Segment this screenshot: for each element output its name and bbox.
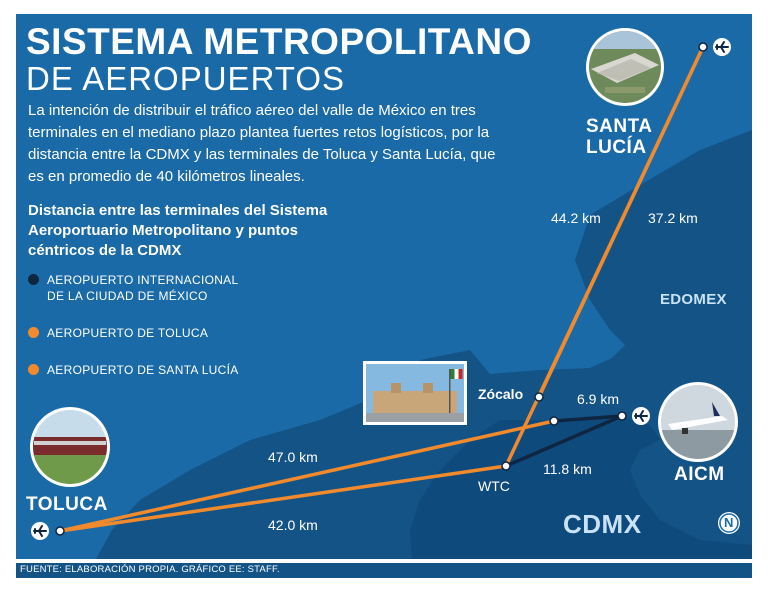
label-toluca: TOLUCA — [26, 494, 108, 515]
compass-icon — [718, 512, 740, 534]
legend-dot-toluca — [28, 327, 39, 338]
source-note: FUENTE: ELABORACIÓN PROPIA. GRÁFICO EE: … — [20, 564, 280, 575]
intro-paragraph: La intención de distribuir el tráfico aé… — [28, 102, 496, 185]
legend-dot-aicm — [28, 274, 39, 285]
legend-label-aicm: AEROPUERTO INTERNACIONAL DE LA CIUDAD DE… — [47, 273, 239, 303]
route-toluca-zocalo — [59, 419, 555, 533]
label-edomex: EDOMEX — [660, 291, 727, 308]
zocalo-route-end — [549, 416, 559, 426]
legend-label-toluca: AEROPUERTO DE TOLUCA — [47, 326, 209, 340]
cdmx-region — [410, 418, 752, 559]
distance-toluca-zocalo: 47.0 km — [268, 449, 318, 465]
distance-aicm-zocalo: 6.9 km — [577, 391, 620, 407]
aicm-photo — [658, 382, 738, 462]
legend-item-toluca: AEROPUERTO DE TOLUCA — [28, 325, 208, 341]
legend-dot-santa-lucia — [28, 364, 39, 375]
distance-santa-lucia-wtc: 37.2 km — [648, 210, 698, 226]
route-toluca-wtc — [59, 464, 507, 533]
route-aicm-zocalo — [553, 414, 623, 423]
airplane-icon-santa-lucia — [713, 38, 731, 56]
label-wtc: WTC — [478, 478, 510, 494]
wtc-marker — [501, 461, 511, 471]
label-cdmx: CDMX — [563, 509, 642, 539]
legend-item-santa-lucia: AEROPUERTO DE SANTA LUCÍA — [28, 362, 239, 378]
label-aicm: AICM — [674, 464, 725, 485]
distance-aicm-wtc: 11.8 km — [543, 461, 592, 477]
label-santa-lucia: SANTA LUCÍA — [586, 116, 653, 158]
label-zocalo: Zócalo — [478, 386, 524, 402]
page-subtitle: DE AEROPUERTOS — [26, 60, 346, 97]
aicm-marker — [617, 411, 627, 421]
santa-lucia-marker — [698, 42, 708, 52]
toluca-marker — [55, 526, 65, 536]
zocalo-photo — [363, 361, 467, 425]
santa-lucia-photo — [586, 28, 664, 106]
toluca-photo — [30, 407, 110, 487]
airplane-icon-aicm — [632, 407, 650, 425]
footer-bar: FUENTE: ELABORACIÓN PROPIA. GRÁFICO EE: … — [16, 563, 752, 578]
legend-label-santa-lucia: AEROPUERTO DE SANTA LUCÍA — [47, 363, 239, 377]
legend-title: Distancia entre las terminales del Siste… — [28, 202, 328, 259]
page-title: SISTEMA METROPOLITANO — [26, 21, 532, 62]
airplane-icon-toluca — [31, 522, 49, 540]
compass-letter: N — [724, 515, 734, 530]
distance-toluca-wtc: 42.0 km — [268, 517, 318, 533]
zocalo-marker — [534, 392, 544, 402]
distance-santa-lucia-zocalo: 44.2 km — [551, 210, 601, 226]
legend-item-aicm: AEROPUERTO INTERNACIONAL DE LA CIUDAD DE… — [28, 272, 238, 304]
route-aicm-wtc — [505, 414, 623, 468]
